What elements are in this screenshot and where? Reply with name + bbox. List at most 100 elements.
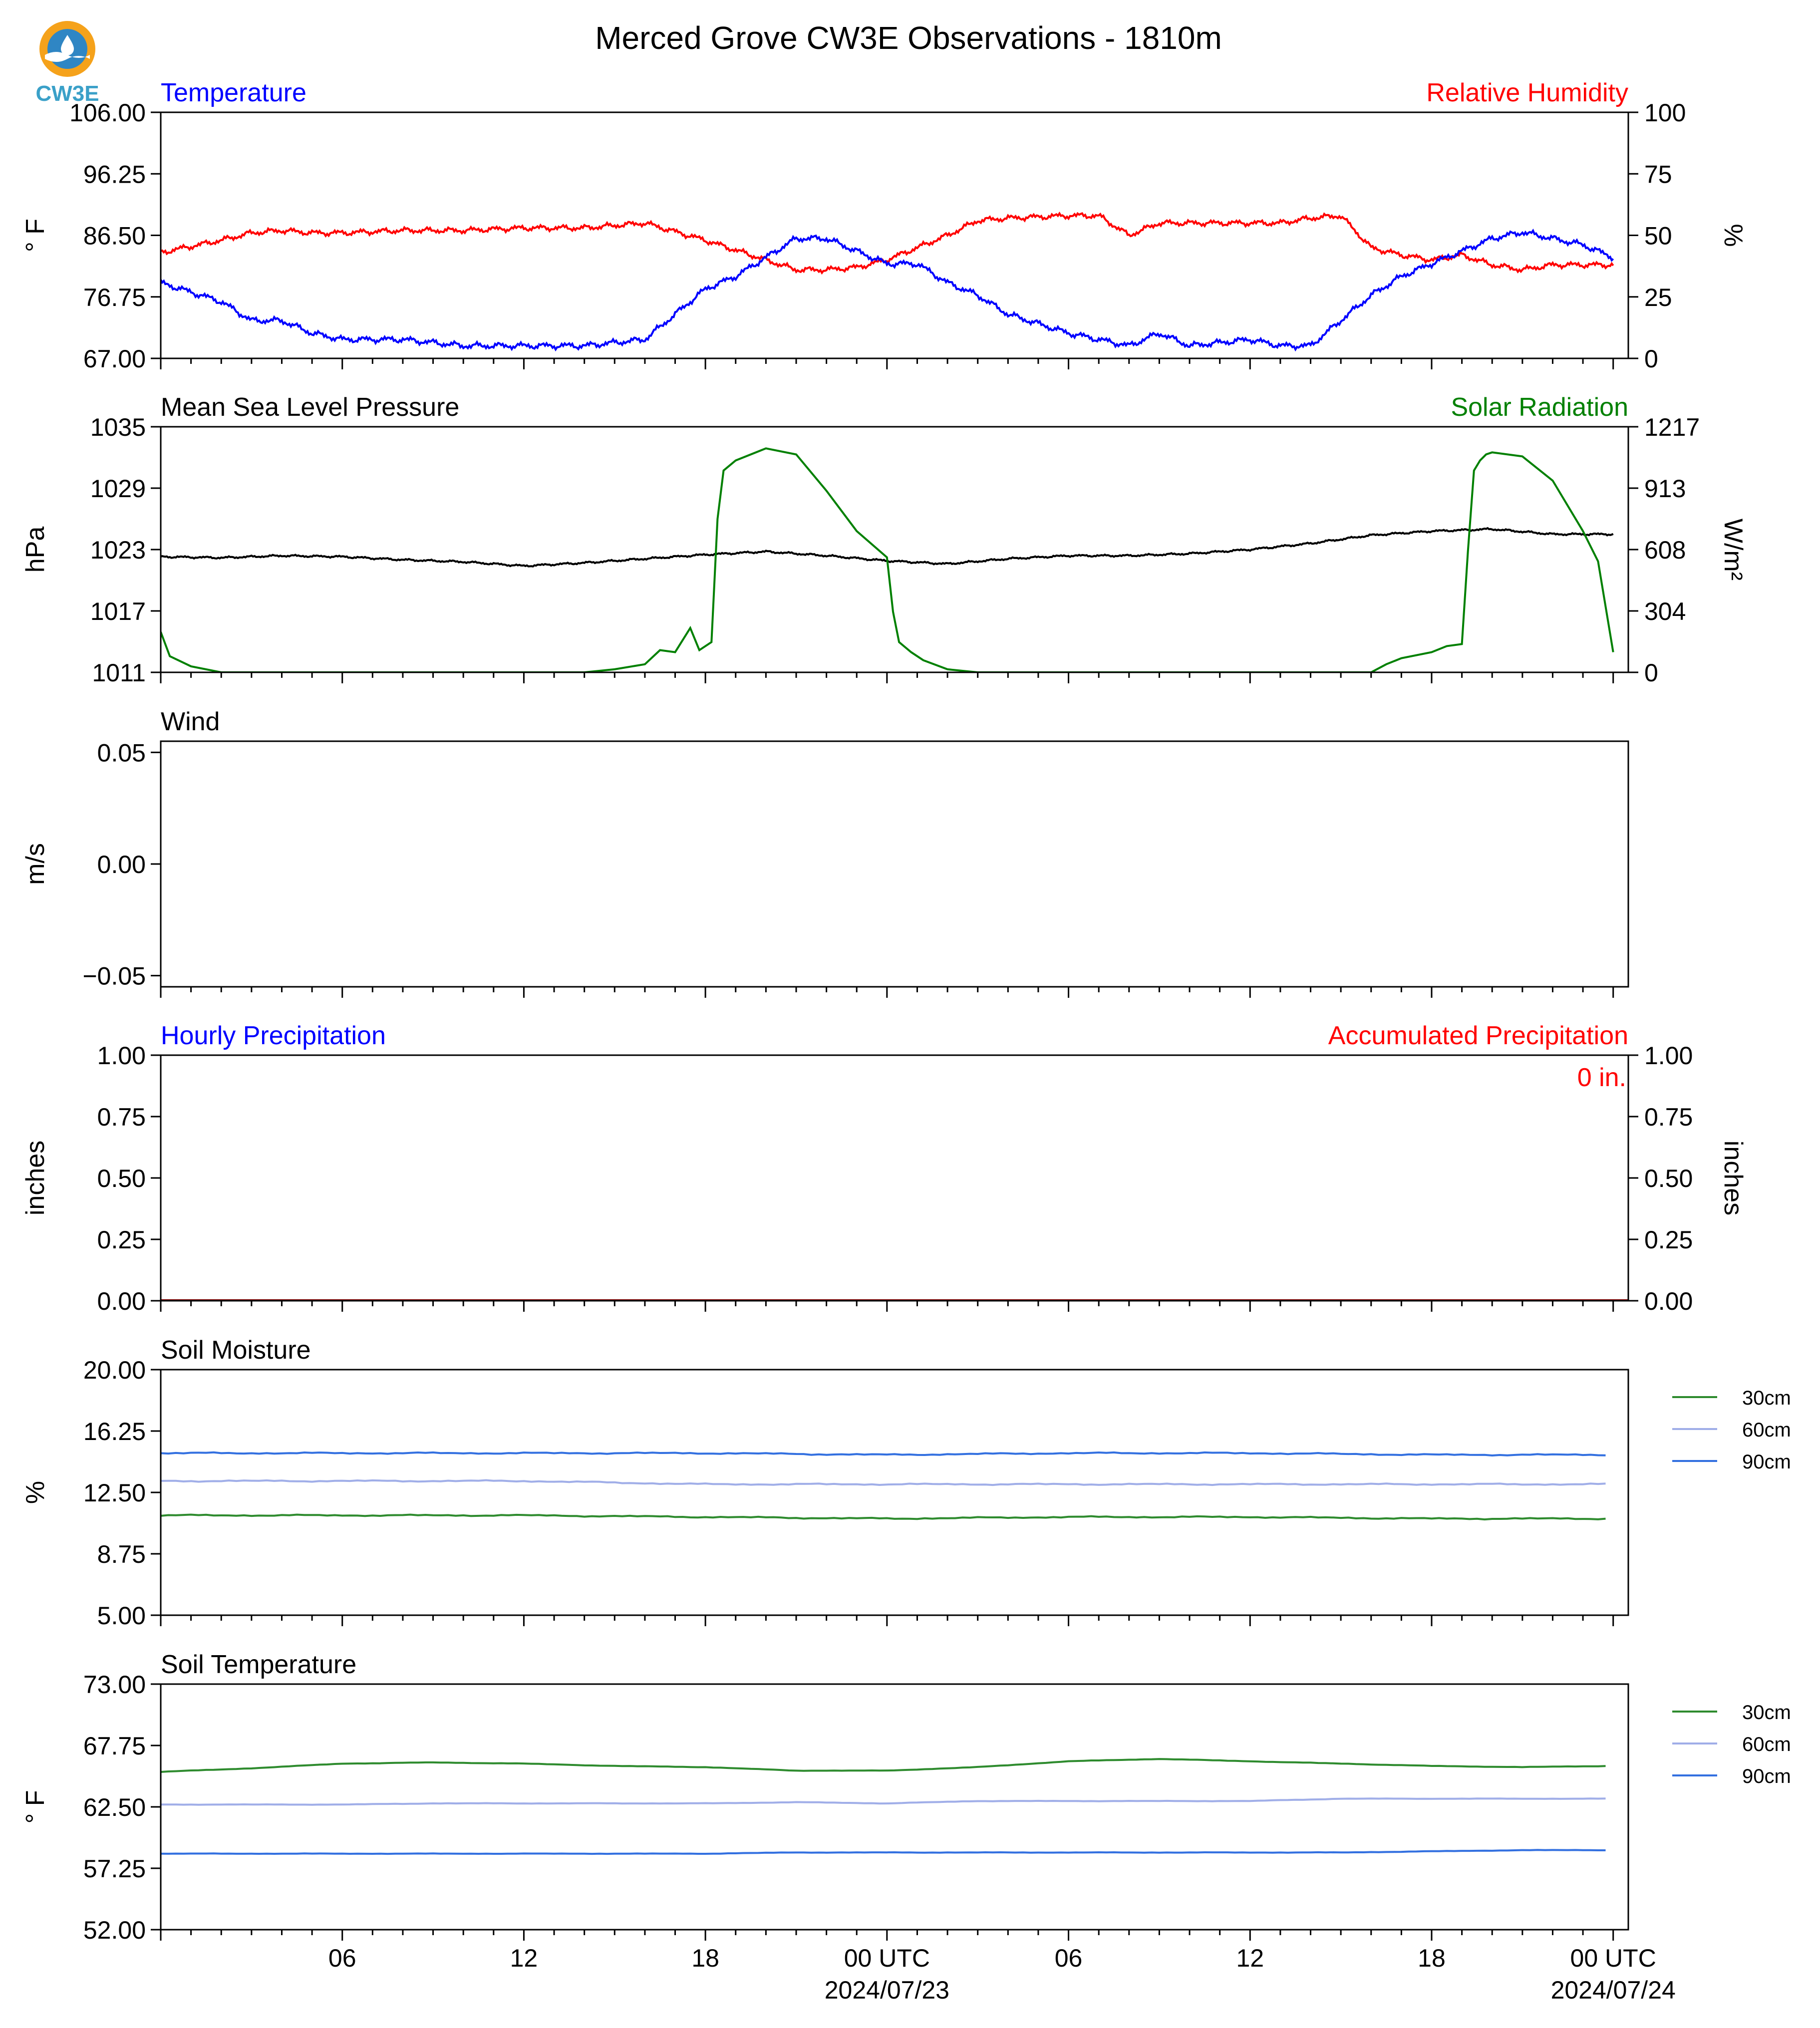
series-30cm-p5 — [161, 1758, 1606, 1773]
plot-area-0 — [161, 211, 1614, 352]
y-tick-label-p0-0: 106.00 — [69, 99, 146, 127]
y-tick-label-p5-0: 73.00 — [83, 1671, 146, 1699]
y-tick-label-p3-4: 0.00 — [97, 1287, 146, 1315]
time-tick-label-1: 12 — [510, 1944, 538, 1972]
y-axis-label-5: ° F — [21, 1790, 50, 1823]
y-tick-label-p5-2: 62.50 — [83, 1793, 146, 1821]
panel-title-left-3: Hourly Precipitation — [161, 1021, 386, 1050]
panel-title-left-5: Soil Temperature — [161, 1650, 356, 1679]
legend-label-60cm-p5: 60cm — [1742, 1734, 1791, 1755]
y-tick-label-p1-2: 1023 — [90, 536, 146, 564]
series-relative-humidity — [161, 211, 1614, 275]
panel-frame-4 — [160, 1369, 1629, 1616]
panel-title-right-3: Accumulated Precipitation — [1328, 1021, 1628, 1050]
y-right-tick-label-p3-1: 0.75 — [1644, 1103, 1693, 1131]
y-right-tick-label-p1-3: 304 — [1644, 597, 1686, 625]
y-right-tick-label-p3-0: 1.00 — [1644, 1042, 1693, 1070]
legend-label-90cm-p5: 90cm — [1742, 1765, 1791, 1787]
date-label-1: 2024/07/24 — [1551, 1976, 1676, 2004]
plot-area-1 — [161, 447, 1614, 672]
legend-label-90cm-p4: 90cm — [1742, 1451, 1791, 1473]
y-tick-label-p3-1: 0.75 — [97, 1103, 146, 1131]
y-axis-label-0: ° F — [21, 219, 50, 252]
y-tick-label-p2-1: 0.00 — [97, 851, 146, 878]
y-tick-label-p4-1: 16.25 — [83, 1418, 146, 1446]
series-90cm-p4 — [161, 1451, 1606, 1457]
y-tick-label-p4-2: 12.50 — [83, 1479, 146, 1507]
accumulated-precip-annotation: 0 in. — [1577, 1063, 1626, 1092]
y-tick-label-p0-1: 96.25 — [83, 160, 146, 188]
time-tick-label-5: 12 — [1236, 1944, 1264, 1972]
y-axis-right-label-1: W/m² — [1719, 519, 1748, 580]
y-tick-label-p3-0: 1.00 — [97, 1042, 146, 1070]
y-tick-label-p5-4: 52.00 — [83, 1916, 146, 1944]
y-tick-label-p2-0: 0.05 — [97, 739, 146, 767]
panel-1: Mean Sea Level Pressure Solar Radiation hP… — [21, 393, 1748, 687]
y-right-tick-label-p0-2: 50 — [1644, 222, 1672, 250]
plot-area-4 — [161, 1451, 1606, 1521]
y-right-tick-label-p0-3: 25 — [1644, 284, 1672, 311]
panel-title-left-4: Soil Moisture — [161, 1336, 311, 1365]
panel-title-left-2: Wind — [161, 707, 220, 736]
time-tick-label-0: 06 — [328, 1944, 356, 1972]
y-tick-label-p0-3: 76.75 — [83, 284, 146, 311]
y-axis-label-1: hPa — [21, 527, 50, 573]
time-tick-label-6: 18 — [1418, 1944, 1446, 1972]
y-axis-label-2: m/s — [21, 843, 50, 885]
y-right-tick-label-p1-1: 913 — [1644, 475, 1686, 503]
time-tick-label-3: 00 UTC — [844, 1944, 930, 1972]
panel-frame-5 — [160, 1683, 1629, 1931]
y-tick-label-p4-0: 20.00 — [83, 1356, 146, 1384]
legend-label-30cm-p5: 30cm — [1742, 1702, 1791, 1724]
y-tick-label-p1-0: 1035 — [90, 413, 146, 441]
series-30cm-p4 — [161, 1513, 1606, 1521]
panel-frame-1 — [160, 426, 1629, 673]
legend-label-60cm-p4: 60cm — [1742, 1419, 1791, 1441]
y-tick-label-p5-3: 57.25 — [83, 1855, 146, 1883]
y-right-tick-label-p0-1: 75 — [1644, 160, 1672, 188]
logo-waves — [45, 52, 90, 62]
y-tick-label-p1-3: 1017 — [90, 597, 146, 625]
y-right-tick-label-p3-4: 0.00 — [1644, 1287, 1693, 1315]
y-right-tick-label-p1-4: 0 — [1644, 659, 1658, 687]
figure-title: Merced Grove CW3E Observations - 1810m — [595, 20, 1222, 56]
plot-area-5 — [161, 1758, 1606, 1855]
logo-drop-icon — [61, 35, 74, 55]
y-right-tick-label-p3-2: 0.50 — [1644, 1164, 1693, 1192]
time-tick-label-4: 06 — [1055, 1944, 1083, 1972]
y-tick-label-p0-4: 67.00 — [83, 345, 146, 373]
panel-0: Temperature Relative Humidity ° F % 106.00 96… — [21, 78, 1748, 373]
panel-title-right-0: Relative Humidity — [1426, 78, 1628, 107]
logo-text: CW3E — [35, 81, 99, 106]
y-right-tick-label-p3-3: 0.25 — [1644, 1226, 1693, 1254]
y-right-tick-label-p0-4: 0 — [1644, 345, 1658, 373]
time-tick-label-7: 00 UTC — [1570, 1944, 1656, 1972]
y-tick-label-p4-3: 8.75 — [97, 1540, 146, 1568]
y-tick-label-p1-4: 1011 — [92, 659, 146, 687]
panel-frame-0 — [160, 111, 1629, 359]
y-axis-right-label-0: % — [1719, 224, 1748, 247]
y-axis-label-4: % — [21, 1481, 50, 1504]
y-axis-label-3: inches — [21, 1141, 50, 1215]
panel-4: Soil Moisture% 30cm 60cm 90cm 20.00 16.25 12.5… — [21, 1336, 1791, 1630]
cw3e-logo: CW3E — [35, 21, 99, 106]
date-label-0: 2024/07/23 — [825, 1976, 949, 2004]
panel-frame-3 — [160, 1054, 1629, 1302]
panel-title-left-0: Temperature — [161, 78, 306, 107]
panel-title-right-1: Solar Radiation — [1451, 393, 1628, 422]
y-tick-label-p2-2: −0.05 — [82, 962, 146, 990]
y-tick-label-p3-2: 0.50 — [97, 1164, 146, 1192]
series-90cm-p5 — [161, 1849, 1606, 1855]
y-tick-label-p0-2: 86.50 — [83, 222, 146, 250]
panel-2: Wind m/s 0.05 0.00 −0.05 — [21, 707, 1629, 998]
series-60cm-p5 — [161, 1797, 1606, 1806]
panel-3: Hourly Precipitation Accumulated Precipit… — [21, 1021, 1748, 1315]
time-axis: 06 12 18 00 UTC 06 12 18 00 UTC 2024/07/23 2024/0… — [328, 1944, 1676, 2004]
panel-frame-2 — [160, 740, 1629, 988]
series-solar-radiation — [161, 447, 1614, 672]
series-temperature — [161, 229, 1614, 352]
panel-title-left-1: Mean Sea Level Pressure — [161, 393, 459, 422]
legend-label-30cm-p4: 30cm — [1742, 1387, 1791, 1409]
time-tick-label-2: 18 — [691, 1944, 719, 1972]
y-tick-label-p3-3: 0.25 — [97, 1226, 146, 1254]
